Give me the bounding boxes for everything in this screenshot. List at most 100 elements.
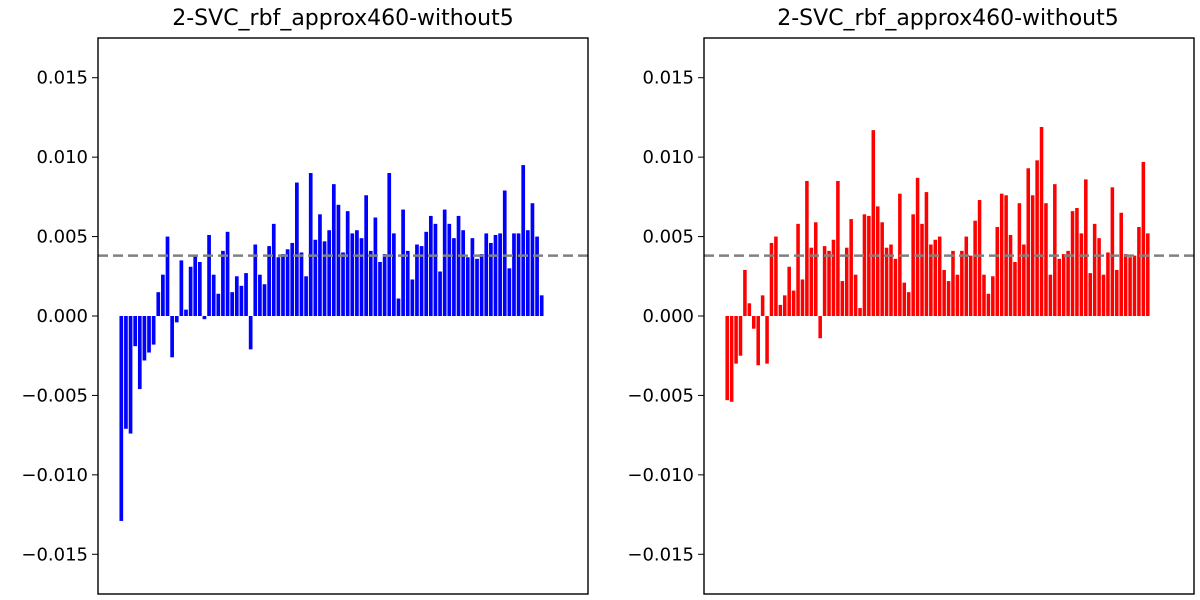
bar [942,269,946,316]
bar [893,258,898,316]
bar [1092,223,1097,316]
bar [308,173,313,316]
bar [281,254,285,316]
bar [831,239,836,316]
bar [156,292,161,316]
bar [493,234,498,316]
bar [179,260,184,316]
bar [539,295,544,316]
bar [299,252,304,316]
bar [438,271,442,316]
bar [880,222,884,316]
bar [973,220,977,316]
bar [805,180,809,316]
bar [1061,254,1066,316]
bar [862,214,867,316]
bar [318,214,322,316]
y-tick-label: −0.010 [627,465,694,486]
bar [813,222,818,316]
bar [791,290,796,316]
bar [128,316,133,434]
bar [933,239,938,316]
bar [202,316,207,320]
bar [193,255,198,316]
bar [920,223,924,316]
bar [858,308,862,316]
bar [915,177,920,316]
bar [331,184,336,316]
bar [822,246,827,316]
bar [875,206,880,316]
bar [844,247,849,316]
bar [1137,227,1141,316]
y-tick-label: −0.010 [21,465,88,486]
bar [350,233,355,316]
bar [498,233,502,316]
bar [147,316,151,353]
bar [285,249,290,316]
bar [946,281,951,316]
bar [929,244,933,316]
bar [396,298,401,316]
bar [221,250,225,316]
chart-title: 2-SVC_rbf_approx460-without5 [172,6,513,31]
bar [151,316,156,345]
bar [174,316,179,323]
bar [911,214,915,316]
bar [964,236,969,316]
y-tick-label: −0.005 [627,385,694,406]
bar [1026,168,1031,316]
bar [778,304,783,316]
bar [756,316,760,366]
bar [137,316,142,390]
bar [1146,233,1150,316]
y-axis: −0.015 −0.010 −0.005 0.000 0.005 0.010 0.015 [627,68,704,565]
bar [871,130,876,316]
bar [884,247,889,316]
bar [322,241,327,316]
bar [1066,250,1070,316]
bar [1084,179,1088,316]
bar [197,261,202,316]
bar [982,274,986,316]
y-tick-label: 0.010 [642,147,694,168]
bar [960,250,964,316]
y-tick-label: 0.005 [642,227,694,248]
bar [1044,203,1048,316]
bar [230,292,235,316]
bar [424,231,429,316]
chart-right: 2-SVC_rbf_approx460-without5 −0.015−0.01… [627,6,1195,595]
bar [442,209,447,316]
bar [225,231,230,316]
plot-frame [703,37,1195,595]
bar [999,193,1004,316]
bar [747,303,752,316]
bar [262,284,267,316]
bar [447,223,452,316]
bar [119,316,124,521]
bar [818,316,822,339]
bar [840,281,845,316]
bar [1123,254,1128,316]
bar [378,261,382,316]
bar [244,273,248,316]
bar [1088,273,1092,316]
bar [986,293,991,316]
bar [525,230,530,316]
bar [502,190,507,316]
bar [355,230,359,316]
bar [470,238,475,316]
bar [937,236,942,316]
bar-series [119,165,544,521]
bar [456,215,461,316]
bar [336,204,341,316]
bar [267,246,271,316]
bar [419,246,424,316]
bar [387,173,392,316]
bar [276,257,281,316]
bar [489,242,493,316]
bar [1053,184,1057,316]
bar [889,244,893,316]
bar [133,316,138,347]
bar [1030,195,1035,316]
